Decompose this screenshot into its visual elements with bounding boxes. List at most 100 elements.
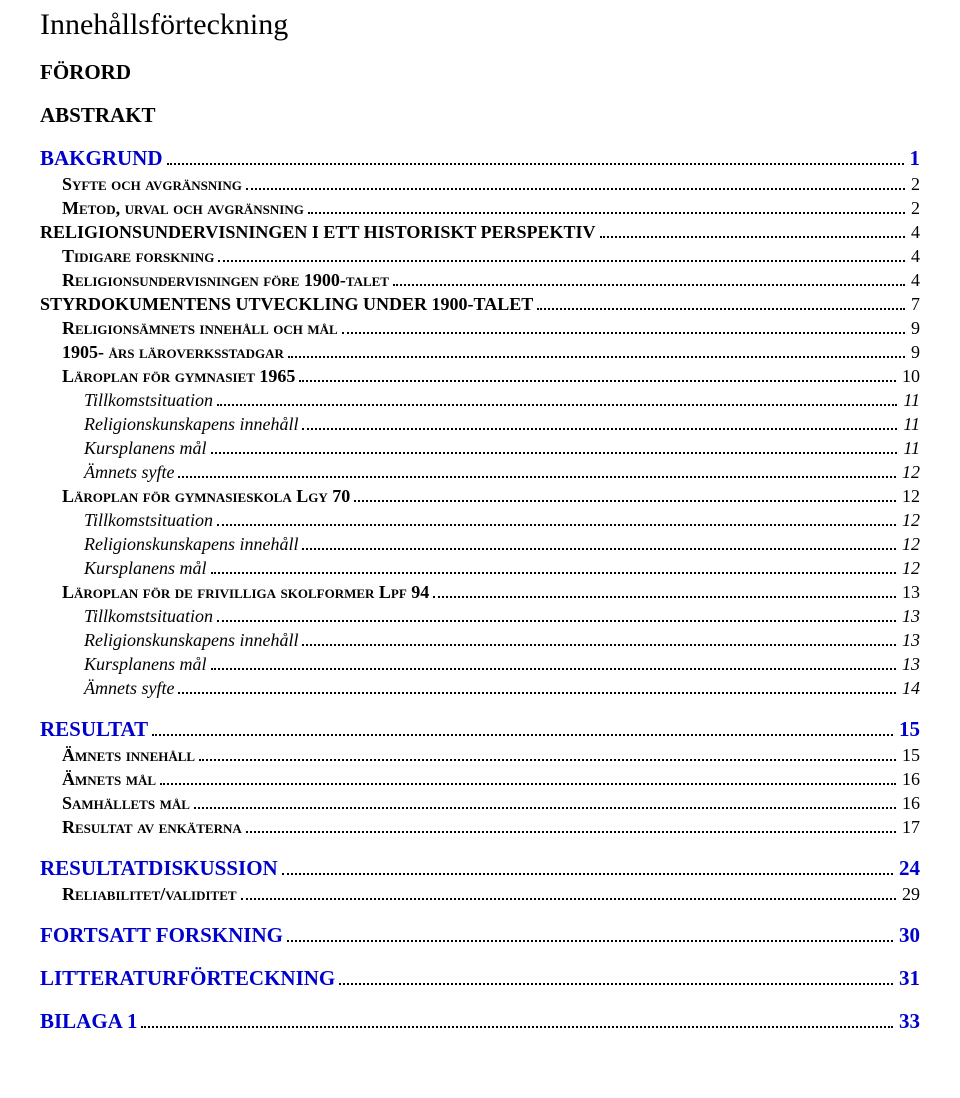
toc-label[interactable]: Läroplan för gymnasiet 1965: [62, 366, 295, 387]
heading-forord: FÖRORD: [40, 60, 920, 85]
toc-page[interactable]: 4: [909, 222, 920, 243]
toc-page[interactable]: 13: [900, 630, 920, 651]
toc-page[interactable]: 12: [900, 534, 920, 555]
toc-entry: Ämnets syfte 14: [84, 678, 920, 699]
toc-page[interactable]: 2: [909, 174, 920, 195]
toc-label[interactable]: Religionskunskapens innehåll: [84, 630, 298, 651]
toc-entry: Religionsämnets innehåll och mål 9: [62, 318, 920, 339]
toc-page[interactable]: 2: [909, 198, 920, 219]
toc-label[interactable]: Religionskunskapens innehåll: [84, 414, 298, 435]
toc-leader: [282, 861, 893, 875]
toc-entry: Ämnets syfte 12: [84, 462, 920, 483]
toc-entry: Kursplanens mål 11: [84, 438, 920, 459]
toc-label[interactable]: BILAGA 1: [40, 1009, 137, 1034]
toc-label[interactable]: FORTSATT FORSKNING: [40, 923, 283, 948]
toc-page[interactable]: 15: [900, 745, 920, 766]
toc-page[interactable]: 11: [901, 414, 920, 435]
toc-label[interactable]: Religionsundervisningen före 1900-talet: [62, 270, 389, 291]
toc-label[interactable]: Syfte och avgränsning: [62, 174, 242, 195]
toc-heading-resultatdisk: RESULTATDISKUSSION 24: [40, 856, 920, 881]
toc-page[interactable]: 12: [900, 486, 920, 507]
toc-entry: Syfte och avgränsning 2: [62, 174, 920, 195]
toc-entry: Tillkomstsituation 13: [84, 606, 920, 627]
toc-page[interactable]: 13: [900, 582, 920, 603]
toc-label[interactable]: Tidigare forskning: [62, 246, 214, 267]
toc-label[interactable]: Religionskunskapens innehåll: [84, 534, 298, 555]
toc-entry: Kursplanens mål 13: [84, 654, 920, 675]
toc-entry: Metod, urval och avgränsning 2: [62, 198, 920, 219]
toc-leader: [339, 971, 893, 985]
toc-leader: [246, 819, 896, 833]
toc-page[interactable]: 11: [901, 390, 920, 411]
toc-page[interactable]: 16: [900, 793, 920, 814]
toc-label[interactable]: Ämnets syfte: [84, 462, 174, 483]
toc-leader: [246, 176, 905, 190]
toc-page[interactable]: 12: [900, 558, 920, 579]
toc-page[interactable]: 33: [897, 1009, 920, 1034]
toc-label[interactable]: Tillkomstsituation: [84, 510, 213, 531]
toc-page[interactable]: 9: [909, 342, 920, 363]
toc-heading-bakgrund: BAKGRUND 1: [40, 146, 920, 171]
toc-page[interactable]: 9: [909, 318, 920, 339]
toc-page[interactable]: 15: [897, 717, 920, 742]
toc-label[interactable]: Kursplanens mål: [84, 654, 207, 675]
toc-label[interactable]: Metod, urval och avgränsning: [62, 198, 304, 219]
toc-label[interactable]: Religionsämnets innehåll och mål: [62, 318, 338, 339]
toc-label[interactable]: Resultat av enkäterna: [62, 817, 242, 838]
toc-leader: [178, 464, 896, 478]
toc-label[interactable]: Ämnets mål: [62, 769, 156, 790]
toc-entry: Religionskunskapens innehåll 11: [84, 414, 920, 435]
toc-leader: [302, 416, 897, 430]
toc-page[interactable]: 4: [909, 246, 920, 267]
toc-leader: [288, 344, 905, 358]
toc-entry: Samhällets mål 16: [62, 793, 920, 814]
toc-entry: Religionskunskapens innehåll 12: [84, 534, 920, 555]
toc-group-resultatdisk: Reliabilitet/validitet 29: [40, 884, 920, 905]
toc-page[interactable]: 7: [909, 294, 920, 315]
toc-label[interactable]: Kursplanens mål: [84, 558, 207, 579]
toc-entry: Religionskunskapens innehåll 13: [84, 630, 920, 651]
page: Innehållsförteckning FÖRORD ABSTRAKT BAK…: [0, 0, 960, 1067]
toc-page[interactable]: 13: [900, 654, 920, 675]
toc-entry: Reliabilitet/validitet 29: [62, 884, 920, 905]
toc-leader: [218, 248, 905, 262]
toc-label[interactable]: RELIGIONSUNDERVISNINGEN I ETT HISTORISKT…: [40, 222, 596, 243]
heading-abstrakt: ABSTRAKT: [40, 103, 920, 128]
toc-label[interactable]: Läroplan för de frivilliga skolformer Lp…: [62, 582, 429, 603]
toc-label[interactable]: BAKGRUND: [40, 146, 163, 171]
toc-label[interactable]: RESULTAT: [40, 717, 148, 742]
toc-page[interactable]: 12: [900, 510, 920, 531]
toc-label[interactable]: RESULTATDISKUSSION: [40, 856, 278, 881]
toc-page[interactable]: 17: [900, 817, 920, 838]
toc-heading-litteratur: LITTERATURFÖRTECKNING 31: [40, 966, 920, 991]
toc-page[interactable]: 16: [900, 769, 920, 790]
toc-page[interactable]: 30: [897, 923, 920, 948]
toc-heading-bilaga: BILAGA 1 33: [40, 1009, 920, 1034]
toc-page[interactable]: 14: [900, 678, 920, 699]
toc-label[interactable]: Samhällets mål: [62, 793, 190, 814]
toc-label[interactable]: STYRDOKUMENTENS UTVECKLING UNDER 1900-TA…: [40, 294, 533, 315]
toc-leader: [217, 512, 896, 526]
toc-label[interactable]: Tillkomstsituation: [84, 606, 213, 627]
toc-label[interactable]: Kursplanens mål: [84, 438, 207, 459]
toc-page[interactable]: 1: [908, 146, 921, 171]
toc-leader: [194, 795, 896, 809]
toc-page[interactable]: 11: [901, 438, 920, 459]
toc-page[interactable]: 24: [897, 856, 920, 881]
toc-label[interactable]: Läroplan för gymnasieskola Lgy 70: [62, 486, 350, 507]
toc-label[interactable]: Ämnets innehåll: [62, 745, 195, 766]
toc-page[interactable]: 4: [909, 270, 920, 291]
toc-label[interactable]: 1905- års läroverksstadgar: [62, 342, 284, 363]
toc-page[interactable]: 31: [897, 966, 920, 991]
toc-entry: Resultat av enkäterna 17: [62, 817, 920, 838]
toc-leader: [287, 928, 893, 942]
toc-label[interactable]: Reliabilitet/validitet: [62, 884, 237, 905]
toc-page[interactable]: 12: [900, 462, 920, 483]
toc-page[interactable]: 29: [900, 884, 920, 905]
toc-label[interactable]: Tillkomstsituation: [84, 390, 213, 411]
toc-page[interactable]: 13: [900, 606, 920, 627]
toc-label[interactable]: LITTERATURFÖRTECKNING: [40, 966, 335, 991]
toc-label[interactable]: Ämnets syfte: [84, 678, 174, 699]
toc-leader: [308, 200, 905, 214]
toc-page[interactable]: 10: [900, 366, 920, 387]
